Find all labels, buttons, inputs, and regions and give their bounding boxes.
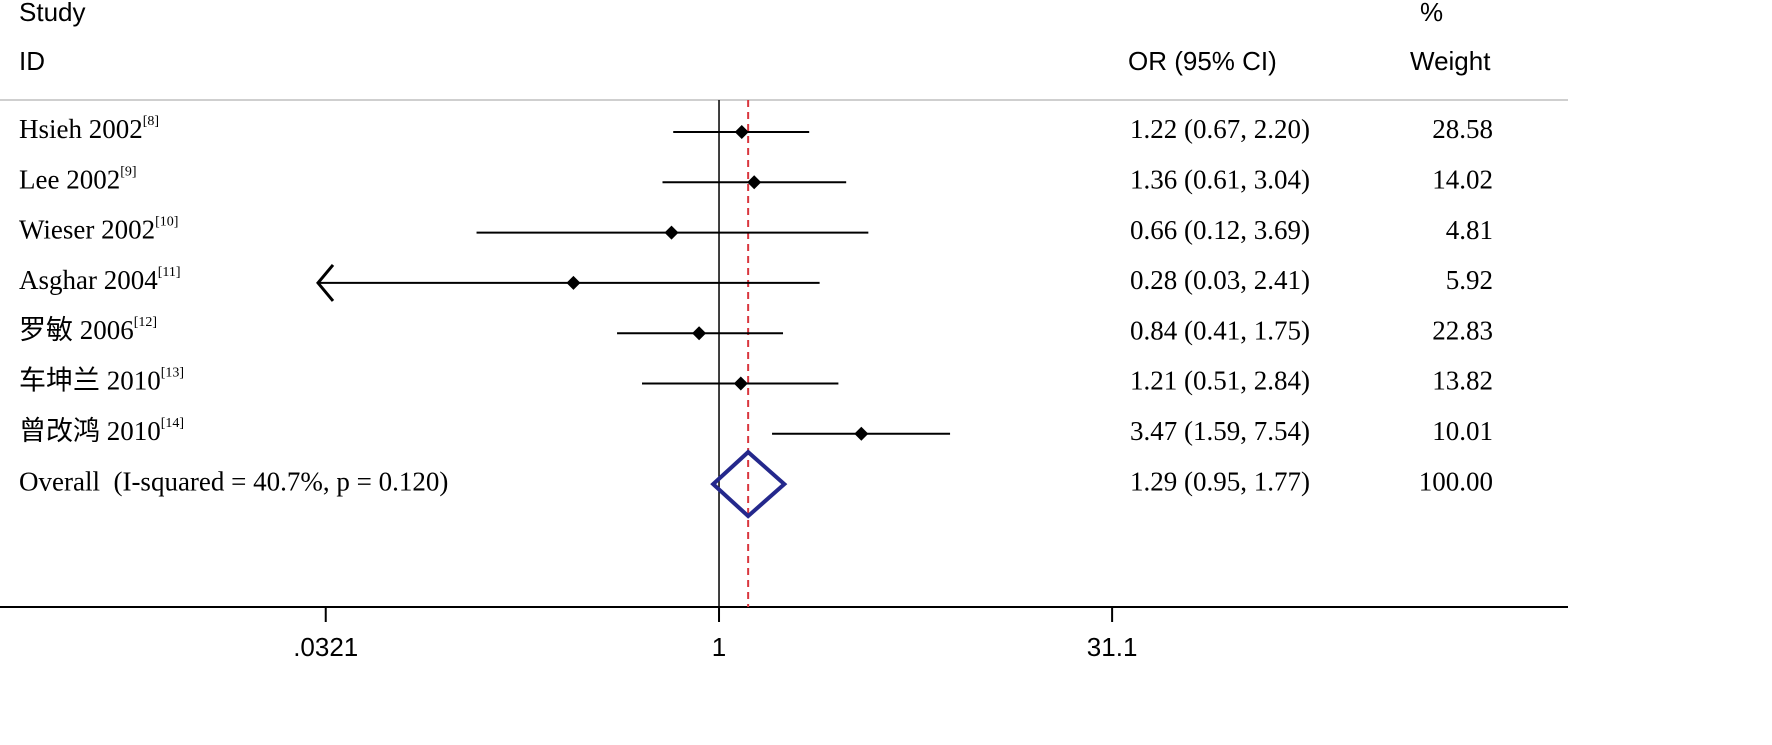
overall-diamond [710, 449, 788, 519]
overall-label: Overall (I-squared = 40.7%, p = 0.120) [19, 466, 448, 496]
header-id: ID [19, 46, 45, 76]
ci-label: 1.36 (0.61, 3.04) [1130, 165, 1310, 195]
overall-weight-label: 100.00 [1419, 466, 1493, 496]
study-label: Lee 2002[9] [19, 165, 137, 195]
overall-ci-label: 1.29 (0.95, 1.77) [1130, 466, 1310, 496]
weight-label: 10.01 [1432, 416, 1493, 446]
study-name: 曾改鸿 2010 [19, 416, 161, 446]
study-ref: [10] [155, 215, 178, 230]
study-label: Wieser 2002[10] [19, 215, 178, 245]
study-label: Hsieh 2002[8] [19, 114, 159, 144]
weight-label: 22.83 [1432, 315, 1493, 345]
weight-label: 4.81 [1446, 215, 1493, 245]
study-label: Asghar 2004[11] [19, 265, 181, 295]
ci-label: 0.66 (0.12, 3.69) [1130, 215, 1310, 245]
study-name: Asghar 2004 [19, 265, 158, 295]
header-study: Study [19, 0, 86, 27]
weight-label: 14.02 [1432, 165, 1493, 195]
weight-label: 28.58 [1432, 114, 1493, 144]
study-label: 车坤兰 2010[13] [19, 366, 184, 396]
study-name: 车坤兰 2010 [19, 366, 161, 396]
study-label: 罗敏 2006[12] [19, 315, 157, 345]
study-label: 曾改鸿 2010[14] [19, 416, 184, 446]
ci-label: 1.22 (0.67, 2.20) [1130, 114, 1310, 144]
study-name: Lee 2002 [19, 165, 120, 195]
point-estimate [664, 225, 679, 240]
point-estimate [854, 426, 869, 441]
point-estimate [733, 376, 748, 391]
weight-label: 13.82 [1432, 366, 1493, 396]
point-estimate [747, 175, 762, 190]
ci-label: 3.47 (1.59, 7.54) [1130, 416, 1310, 446]
header-percent: % [1420, 0, 1443, 27]
study-ref: [11] [158, 265, 181, 280]
study-ref: [12] [134, 315, 157, 330]
point-estimate [734, 125, 749, 139]
x-tick-label: .0321 [293, 632, 358, 662]
study-ref: [13] [161, 366, 184, 381]
header-ci: OR (95% CI) [1128, 46, 1277, 76]
weight-label: 5.92 [1446, 265, 1493, 295]
study-name: 罗敏 2006 [19, 315, 134, 345]
study-ref: [14] [161, 416, 184, 431]
ci-label: 0.84 (0.41, 1.75) [1130, 315, 1310, 345]
study-ref: [9] [120, 165, 136, 180]
ci-label: 1.21 (0.51, 2.84) [1130, 366, 1310, 396]
study-name: Hsieh 2002 [19, 114, 143, 144]
study-name: Wieser 2002 [19, 215, 155, 245]
x-tick-label: 1 [712, 632, 726, 662]
header-weight: Weight [1410, 46, 1491, 76]
ci-arrow [316, 263, 335, 302]
point-estimate [692, 326, 707, 341]
point-estimate [566, 275, 581, 290]
x-tick-label: 31.1 [1087, 632, 1138, 662]
ci-label: 0.28 (0.03, 2.41) [1130, 265, 1310, 295]
study-ref: [8] [143, 114, 159, 129]
